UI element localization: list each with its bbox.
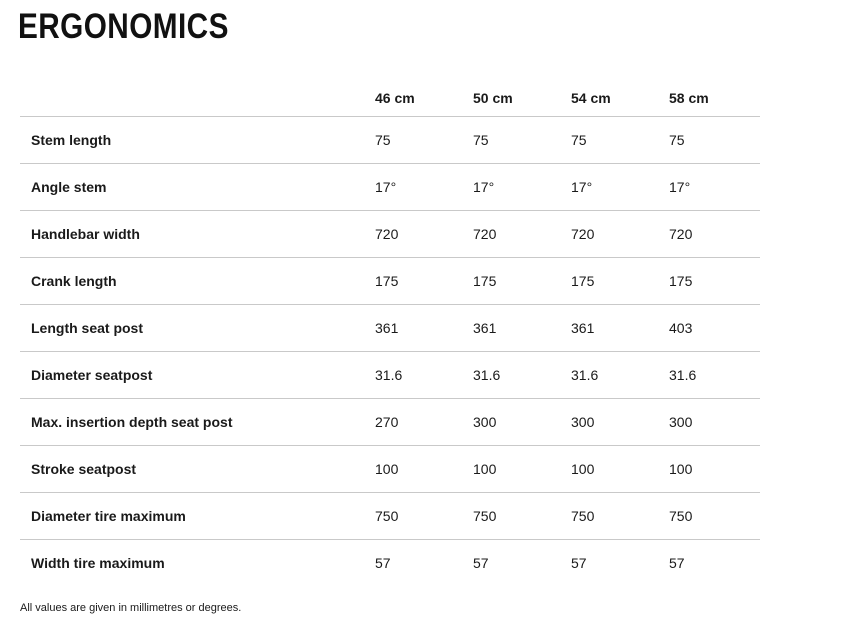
row-label: Stem length	[20, 116, 375, 164]
cell-value: 57	[669, 555, 685, 571]
cell-value: 750	[669, 492, 760, 540]
cell-value: 300	[669, 398, 760, 446]
cell-value: 100	[571, 445, 669, 493]
row-label: Stroke seatpost	[20, 445, 375, 493]
cell-value: 175	[473, 257, 571, 305]
cell-value: 270	[375, 398, 473, 446]
row-label: Width tire maximum	[31, 555, 165, 571]
cell-value: 31.6	[473, 351, 571, 399]
cell-value: 720	[571, 210, 669, 258]
cell-value: 100	[473, 445, 571, 493]
cell-value: 720	[473, 210, 571, 258]
table-row: Diameter tire maximum 750 750 750 750	[20, 492, 760, 540]
cell-value: 100	[669, 445, 760, 493]
cell-value: 57	[473, 555, 489, 571]
row-label: Diameter tire maximum	[20, 492, 375, 540]
cell-value: 75	[669, 116, 760, 164]
table-row: Handlebar width 720 720 720 720	[20, 210, 760, 258]
cell-value: 17°	[571, 163, 669, 211]
cell-value: 75	[473, 116, 571, 164]
column-header-46cm: 46 cm	[375, 80, 473, 117]
cell-value: 300	[473, 398, 571, 446]
cell-value: 57	[571, 555, 587, 571]
column-header-50cm: 50 cm	[473, 80, 571, 117]
row-label: Max. insertion depth seat post	[20, 398, 375, 446]
cell-value: 31.6	[571, 351, 669, 399]
cell-value: 361	[375, 304, 473, 352]
cell-value: 300	[571, 398, 669, 446]
column-header-58cm: 58 cm	[669, 80, 760, 117]
cell-value: 75	[375, 116, 473, 164]
table-row: Diameter seatpost 31.6 31.6 31.6 31.6	[20, 351, 760, 399]
table-row: Stroke seatpost 100 100 100 100	[20, 445, 760, 493]
row-label: Angle stem	[20, 163, 375, 211]
cell-value: 175	[669, 257, 760, 305]
cell-value: 720	[669, 210, 760, 258]
ergonomics-spec-table: 46 cm 50 cm 54 cm 58 cm Stem length 75 7…	[20, 80, 760, 586]
cell-value: 17°	[669, 163, 760, 211]
column-header-54cm: 54 cm	[571, 80, 669, 117]
cell-value: 31.6	[669, 351, 760, 399]
table-row: Width tire maximum 57 57 57 57	[20, 540, 760, 587]
footnote: All values are given in millimetres or d…	[20, 602, 242, 614]
row-label: Length seat post	[20, 304, 375, 352]
table-row: Stem length 75 75 75 75	[20, 116, 760, 164]
cell-value: 175	[375, 257, 473, 305]
header-row: 46 cm 50 cm 54 cm 58 cm	[20, 80, 760, 117]
cell-value: 750	[571, 492, 669, 540]
cell-value: 750	[375, 492, 473, 540]
header-empty-cell	[20, 80, 375, 117]
cell-value: 31.6	[375, 351, 473, 399]
table-row: Crank length 175 175 175 175	[20, 257, 760, 305]
cell-value: 57	[375, 555, 391, 571]
row-label: Crank length	[20, 257, 375, 305]
cell-value: 17°	[375, 163, 473, 211]
cell-value: 720	[375, 210, 473, 258]
cell-value: 100	[375, 445, 473, 493]
page-title: ERGONOMICS	[18, 7, 229, 46]
cell-value: 361	[473, 304, 571, 352]
row-label: Diameter seatpost	[20, 351, 375, 399]
row-label: Handlebar width	[20, 210, 375, 258]
table-row: Angle stem 17° 17° 17° 17°	[20, 163, 760, 211]
cell-value: 175	[571, 257, 669, 305]
table-row: Length seat post 361 361 361 403	[20, 304, 760, 352]
cell-value: 750	[473, 492, 571, 540]
cell-value: 403	[669, 304, 760, 352]
cell-value: 17°	[473, 163, 571, 211]
table-row: Max. insertion depth seat post 270 300 3…	[20, 398, 760, 446]
cell-value: 361	[571, 304, 669, 352]
cell-value: 75	[571, 116, 669, 164]
table-body: Stem length 75 75 75 75 Angle stem 17° 1…	[20, 116, 760, 587]
